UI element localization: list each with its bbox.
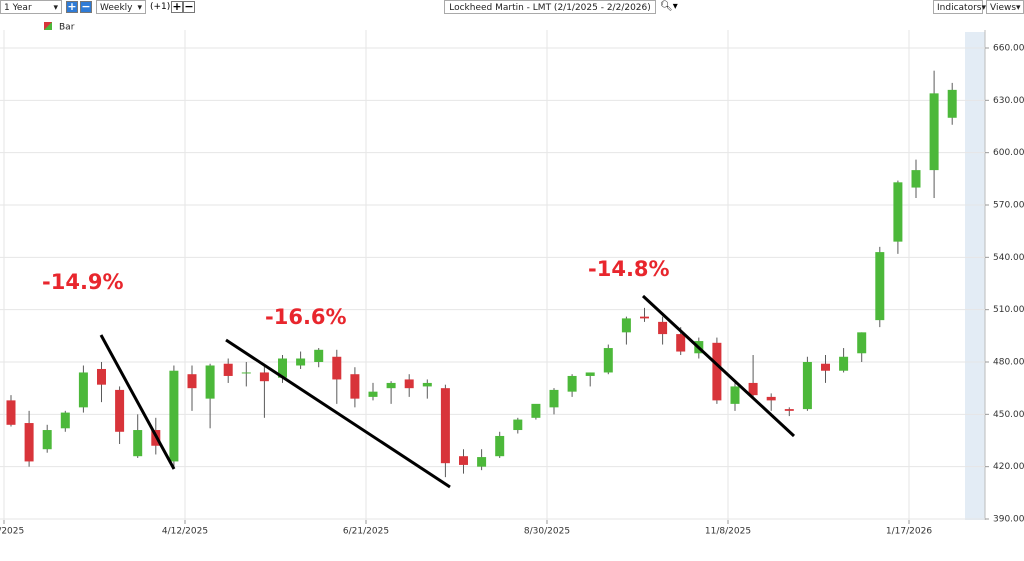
candle-body bbox=[24, 423, 34, 462]
chart: Bar 390.00 420.00 450.00 480.00 510.00 540.00… bbox=[0, 22, 1024, 537]
candle-body bbox=[477, 457, 487, 467]
candle-body bbox=[495, 435, 505, 457]
candle-body bbox=[893, 182, 903, 242]
trend-line bbox=[99, 334, 176, 470]
candle-body bbox=[422, 382, 432, 387]
candle-body bbox=[241, 372, 251, 374]
y-tick-label: 540.00 bbox=[993, 253, 1024, 263]
candle-body bbox=[875, 252, 885, 321]
views-text: Views bbox=[990, 3, 1017, 13]
candle-body bbox=[350, 374, 360, 399]
candle-body bbox=[223, 363, 233, 376]
arrow: ▾ bbox=[53, 3, 58, 13]
indicators[interactable]: Indicators▾ bbox=[933, 0, 986, 14]
y-tick-label: 660.00 bbox=[993, 44, 1024, 54]
candle-body bbox=[676, 334, 686, 352]
candle-body bbox=[947, 89, 957, 118]
x-tick-label: 6/21/2025 bbox=[343, 527, 389, 537]
candle-body bbox=[585, 372, 595, 376]
candle-body bbox=[440, 388, 450, 464]
candle-body bbox=[748, 382, 758, 396]
annotation: -14.9% bbox=[42, 270, 124, 294]
x-tick-label: 8/30/2025 bbox=[524, 527, 570, 537]
y-tick-label: 420.00 bbox=[993, 462, 1024, 472]
candle-body bbox=[513, 419, 523, 431]
future-area bbox=[965, 32, 985, 520]
candle-body bbox=[766, 396, 776, 401]
y-tick-label: 510.00 bbox=[993, 305, 1024, 315]
page: 1 Year ▾ + − Weekly ▾ (+1) + − Lockheed Ma… bbox=[0, 0, 1024, 537]
legend-swatch-red bbox=[44, 22, 52, 30]
y-tick-label: 450.00 bbox=[993, 410, 1024, 420]
candle-body bbox=[78, 372, 88, 408]
indicators-text: Indicators bbox=[937, 3, 982, 13]
candle-body bbox=[567, 375, 577, 392]
candle-body bbox=[911, 170, 921, 188]
candle-body bbox=[784, 409, 794, 411]
x-tick-label: 2/1/2025 bbox=[0, 527, 24, 537]
y-tick-label: 630.00 bbox=[993, 96, 1024, 106]
views[interactable]: Views▾ bbox=[986, 0, 1024, 14]
candle-body bbox=[603, 348, 613, 373]
candle-body bbox=[821, 363, 830, 371]
y-tick-label: 480.00 bbox=[993, 358, 1024, 368]
candle-body bbox=[296, 358, 306, 366]
candle-body bbox=[259, 372, 269, 382]
legend-label: Bar bbox=[59, 23, 75, 33]
offset-minus[interactable]: − bbox=[183, 0, 195, 13]
candle-body bbox=[459, 456, 468, 465]
candle-body bbox=[133, 430, 143, 457]
y-tick-label: 600.00 bbox=[993, 148, 1024, 158]
candle-body bbox=[386, 382, 396, 389]
candle-body bbox=[278, 358, 287, 378]
x-tick-label: 11/8/2025 bbox=[705, 527, 751, 537]
candle-body bbox=[97, 368, 106, 385]
x-tick-label: 1/17/2026 bbox=[886, 527, 932, 537]
chart-title: Lockheed Martin - LMT (2/1/2025 - 2/2/20… bbox=[444, 0, 656, 14]
candle-body bbox=[549, 389, 559, 408]
interval-select[interactable]: Weekly ▾ bbox=[96, 0, 146, 14]
range-select[interactable]: 1 Year ▾ bbox=[0, 0, 62, 14]
candle-body bbox=[531, 403, 541, 418]
candle-body bbox=[802, 362, 812, 410]
candle-body bbox=[621, 318, 631, 333]
candle-body bbox=[368, 391, 378, 397]
candle-body bbox=[730, 386, 740, 404]
candle-body bbox=[314, 349, 324, 362]
offset-plus[interactable]: + bbox=[171, 0, 183, 13]
zoom-out[interactable]: − bbox=[80, 0, 92, 13]
arrow: ▾ bbox=[137, 3, 142, 13]
zoom-in[interactable]: + bbox=[66, 0, 78, 13]
candle-body bbox=[929, 93, 939, 171]
candle-body bbox=[404, 379, 414, 389]
candle-body bbox=[115, 389, 125, 432]
x-tick-label: 4/12/2025 bbox=[162, 527, 208, 537]
trend-line bbox=[641, 294, 796, 438]
candle-body bbox=[169, 370, 179, 462]
candle-body bbox=[839, 356, 849, 371]
y-tick-label: 390.00 bbox=[993, 515, 1024, 525]
candle-body bbox=[857, 332, 867, 354]
y-tick-label: 570.00 bbox=[993, 201, 1024, 211]
candle-body bbox=[187, 374, 197, 389]
annotation: -14.8% bbox=[588, 257, 670, 281]
candle-body bbox=[640, 316, 649, 319]
range-text: 1 Year bbox=[4, 3, 32, 13]
plot-area bbox=[0, 30, 985, 520]
candle-body bbox=[205, 365, 215, 399]
annotation: -16.6% bbox=[265, 305, 347, 329]
interval-text: Weekly bbox=[100, 3, 133, 13]
candle-body bbox=[712, 342, 722, 401]
candle-body bbox=[42, 430, 52, 450]
candle-body bbox=[60, 412, 70, 429]
candle-body bbox=[6, 400, 16, 425]
offset: (+1) bbox=[150, 2, 171, 12]
candle-body bbox=[332, 356, 342, 380]
trend-line bbox=[225, 338, 451, 489]
candle-body bbox=[658, 321, 668, 335]
search[interactable]: 🔍︎▾ bbox=[660, 1, 678, 12]
